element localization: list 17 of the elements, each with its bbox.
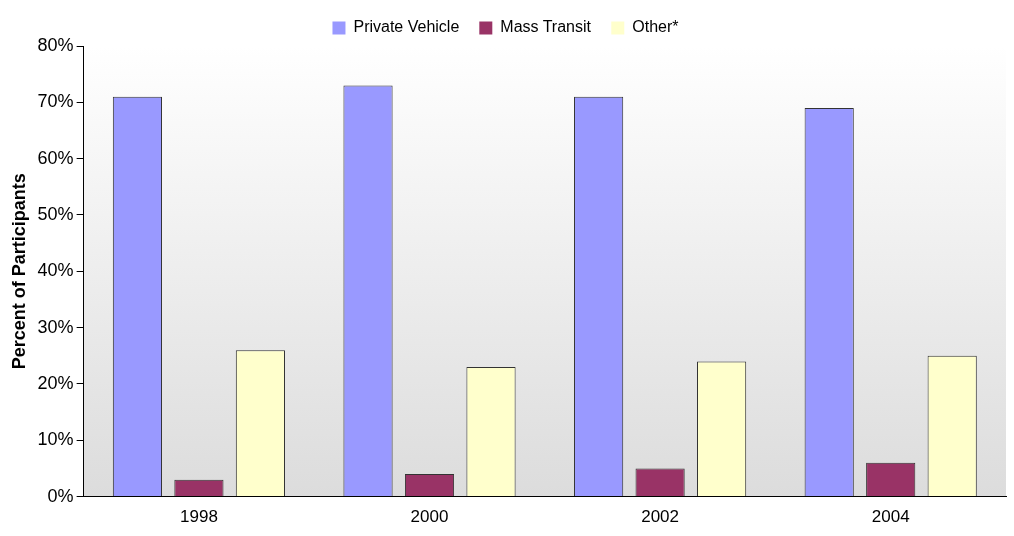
y-tick-label: 40% xyxy=(37,260,74,281)
x-tick-label: 2004 xyxy=(871,507,910,527)
legend-label: Private Vehicle xyxy=(353,18,460,36)
y-tick-label: 20% xyxy=(37,372,74,393)
y-tick-label: 30% xyxy=(37,316,74,337)
y-tick-label: 80% xyxy=(37,34,74,55)
x-tick-label: 1998 xyxy=(180,507,218,527)
y-tick-label: 60% xyxy=(37,147,74,168)
y-tick-label: 50% xyxy=(37,203,74,224)
y-tick-label: 70% xyxy=(37,91,74,112)
y-axis-title: Percent of Participants xyxy=(8,173,29,370)
x-tick-label: 2002 xyxy=(641,507,680,527)
x-tick-label: 2000 xyxy=(410,507,449,527)
legend-label: Mass Transit xyxy=(500,18,592,36)
y-tick-label: 0% xyxy=(47,485,74,506)
y-tick-label: 10% xyxy=(37,429,74,450)
legend-label: Other* xyxy=(632,18,679,36)
